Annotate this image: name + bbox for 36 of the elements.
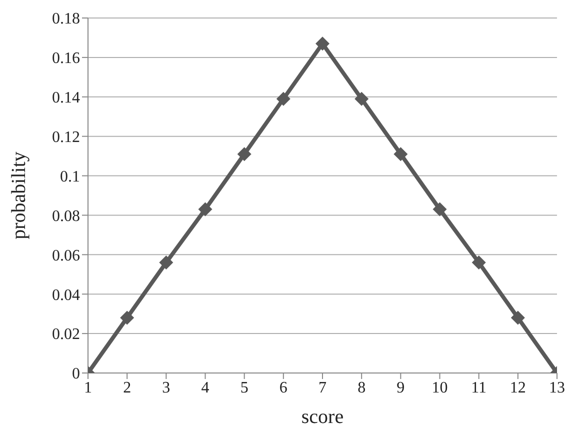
point [354, 92, 369, 106]
point [472, 256, 486, 270]
x-tick-label: 4 [201, 379, 210, 396]
x-tick-label: 9 [396, 379, 405, 396]
x-tick-label: 8 [358, 379, 366, 396]
point [510, 310, 525, 325]
y-tick-label: 0.1 [60, 168, 80, 186]
y-axis-title: probability [8, 152, 30, 240]
x-tick-label: 6 [279, 379, 288, 396]
x-tick-label: 7 [318, 379, 326, 396]
x-tick-label: 5 [240, 379, 248, 396]
y-tick-label: 0.18 [52, 10, 80, 28]
x-axis-title: score [301, 406, 344, 428]
y-tick-label: 0.06 [52, 247, 80, 264]
x-tick-label: 13 [549, 379, 565, 396]
y-tick-label: 0.04 [52, 286, 80, 304]
point [159, 256, 174, 270]
y-tick-label: 0.14 [52, 90, 80, 107]
y-tick-label: 0.08 [52, 208, 80, 225]
x-tick-label: 1 [84, 379, 92, 396]
x-tick-label: 2 [123, 379, 132, 396]
x-tick-label: 12 [510, 379, 526, 396]
point [198, 202, 212, 216]
y-tick-label: 0.02 [52, 326, 80, 344]
point [120, 310, 134, 325]
x-tick-label: 11 [471, 379, 487, 396]
point [316, 36, 330, 51]
y-tick-label: 0.12 [52, 129, 80, 146]
point [432, 202, 447, 216]
y-tick-label: 0 [72, 366, 80, 383]
x-tick-label: 3 [162, 379, 170, 396]
x-tick-label: 10 [432, 379, 448, 396]
point [394, 147, 408, 162]
point [276, 92, 290, 106]
point [237, 147, 252, 162]
y-tick-label: 0.16 [52, 50, 80, 68]
